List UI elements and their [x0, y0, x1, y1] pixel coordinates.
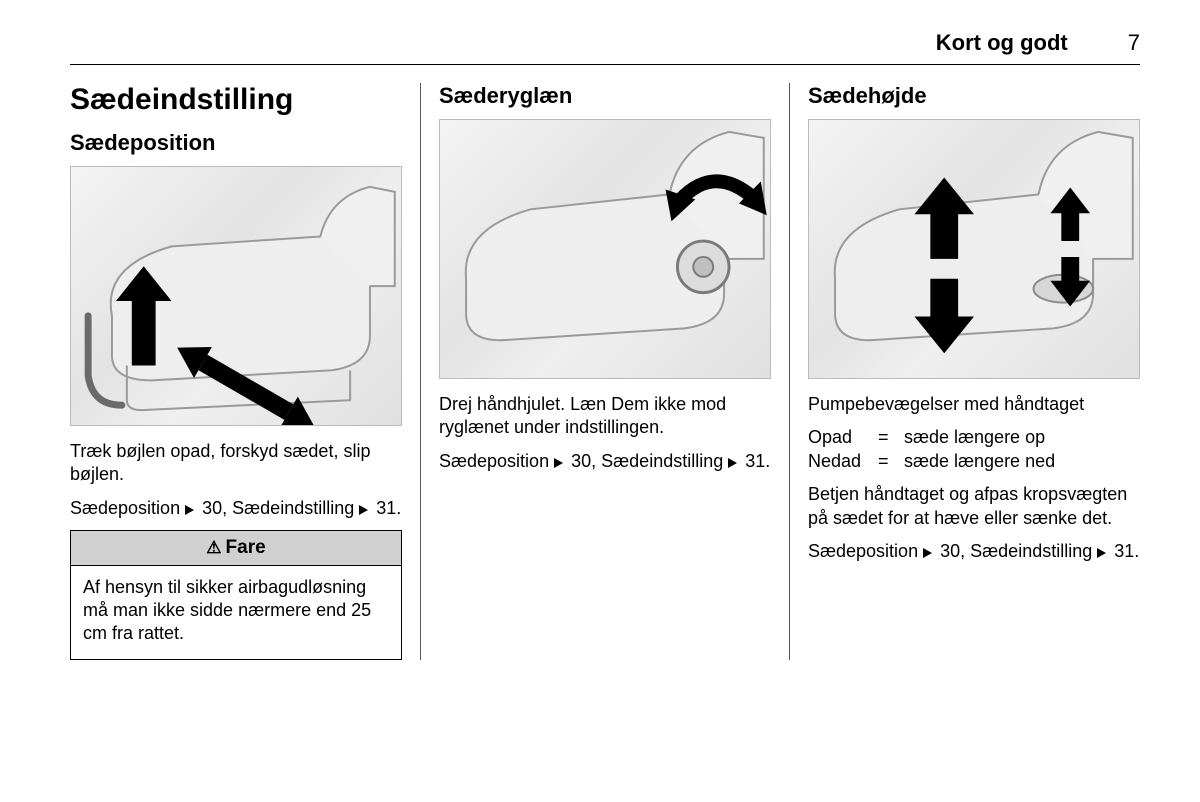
seat-position-illustration	[71, 167, 401, 425]
reference-arrow-icon	[1097, 546, 1109, 558]
page-number: 7	[1128, 30, 1140, 56]
ref-num: 31	[376, 498, 396, 518]
ref-num: 30	[940, 541, 960, 561]
column-seat-height: Sædehøjde Pumpebevægelser med håndta	[789, 83, 1140, 660]
danger-callout: ⚠ Fare Af hensyn til sikker airbagudløsni…	[70, 530, 402, 660]
warning-triangle-icon: ⚠	[206, 538, 221, 557]
reference-arrow-icon	[554, 456, 566, 468]
seat-position-instruction: Træk bøjlen opad, forskyd sædet, slip bø…	[70, 440, 402, 487]
backrest-illustration	[440, 120, 770, 378]
sub-heading-seat-height: Sædehøjde	[808, 83, 1140, 109]
figure-seat-height	[808, 119, 1140, 379]
def-term: Opad	[808, 426, 878, 449]
danger-body: Af hensyn til sikker airbagudløsning må …	[71, 566, 401, 659]
ref-label: Sædeposition	[808, 541, 918, 561]
definition-row: Nedad = sæde længere ned	[808, 450, 1140, 473]
danger-heading: ⚠ Fare	[71, 531, 401, 566]
reference-arrow-icon	[185, 503, 197, 515]
figure-seat-position	[70, 166, 402, 426]
def-value: sæde længere op	[904, 426, 1140, 449]
column-backrest: Sæderyglæn Drej håndhjulet. Læn Dem ikke…	[420, 83, 789, 660]
ref-num: 30	[202, 498, 222, 518]
ref-num: 30	[571, 451, 591, 471]
ref-label: Sædeindstilling	[970, 541, 1092, 561]
definition-row: Opad = sæde længere op	[808, 426, 1140, 449]
section-title: Kort og godt	[936, 30, 1068, 56]
figure-backrest	[439, 119, 771, 379]
reference-arrow-icon	[728, 456, 740, 468]
sub-heading-backrest: Sæderyglæn	[439, 83, 771, 109]
seat-position-refs: Sædeposition 30, Sædeindstilling 31.	[70, 497, 402, 520]
def-equals: =	[878, 426, 904, 449]
column-seat-position: Sædeindstilling Sædeposition	[70, 83, 420, 660]
backrest-instruction: Drej håndhjulet. Læn Dem ikke mod ryglæn…	[439, 393, 771, 440]
danger-title: Fare	[226, 537, 266, 558]
main-heading: Sædeindstilling	[70, 83, 402, 116]
seat-height-detail: Betjen håndtaget og afpas kropsvægten på…	[808, 483, 1140, 530]
seat-height-illustration	[809, 120, 1139, 378]
ref-num: 31	[745, 451, 765, 471]
def-value: sæde længere ned	[904, 450, 1140, 473]
seat-height-refs: Sædeposition 30, Sædeindstilling 31.	[808, 540, 1140, 563]
ref-label: Sædeindstilling	[601, 451, 723, 471]
ref-label: Sædeindstilling	[232, 498, 354, 518]
reference-arrow-icon	[923, 546, 935, 558]
page-header: Kort og godt 7	[70, 30, 1140, 65]
seat-height-instruction: Pumpebevægelser med håndtaget	[808, 393, 1140, 416]
direction-definitions: Opad = sæde længere op Nedad = sæde læng…	[808, 426, 1140, 473]
backrest-refs: Sædeposition 30, Sædeindstilling 31.	[439, 450, 771, 473]
content-columns: Sædeindstilling Sædeposition	[70, 83, 1140, 660]
ref-label: Sædeposition	[70, 498, 180, 518]
def-equals: =	[878, 450, 904, 473]
def-term: Nedad	[808, 450, 878, 473]
ref-label: Sædeposition	[439, 451, 549, 471]
reference-arrow-icon	[359, 503, 371, 515]
ref-num: 31	[1114, 541, 1134, 561]
sub-heading-seat-position: Sædeposition	[70, 130, 402, 156]
